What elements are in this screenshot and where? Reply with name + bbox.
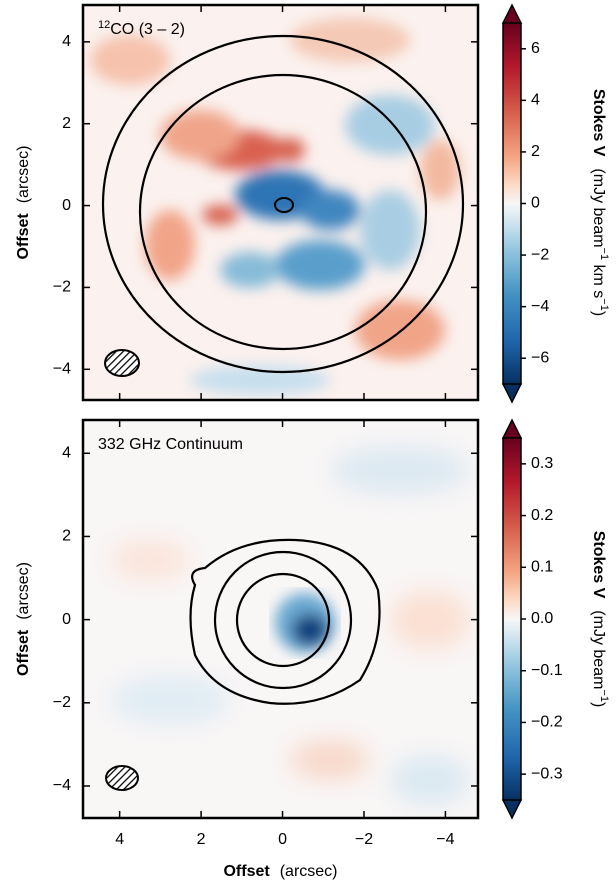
y-tick-label: 4 — [62, 33, 71, 50]
colorbar-tick-label: −0.1 — [531, 662, 563, 679]
colorbar-tick-label: −0.3 — [531, 765, 563, 782]
colorbar-tick-label: −4 — [531, 298, 549, 315]
colorbar-label-unit: −1 — [598, 248, 610, 261]
y-axis-label: Offset (arcsec) — [15, 145, 32, 259]
colorbar-tick-label: 0.3 — [531, 455, 553, 472]
x-axis-label: Offset (arcsec) — [223, 863, 337, 880]
annotation-text: CO (3 – 2) — [110, 21, 185, 38]
x-tick-label: 0 — [278, 831, 287, 848]
colorbar-tick-label: 2 — [531, 143, 540, 160]
colorbar — [502, 22, 522, 385]
colorbar-tick-label: 6 — [531, 40, 540, 57]
colorbar-extend-low — [501, 799, 523, 820]
y-tick-label: −4 — [53, 361, 71, 378]
colorbar-label-unit: (mJy beam — [590, 610, 607, 689]
y-tick-label: −4 — [53, 777, 71, 794]
colorbar-tick-label: 0.1 — [531, 559, 553, 576]
y-tick-label: 0 — [62, 197, 71, 214]
x-tick-label: −2 — [355, 831, 373, 848]
colorbar-tick-label: −0.2 — [531, 714, 563, 731]
colorbar-extend-low — [501, 383, 523, 404]
annotation-sup: 12 — [98, 19, 110, 31]
colorbar-label-name: Stokes V — [590, 89, 607, 157]
colorbar-extend-high — [501, 3, 523, 24]
colorbar-label: Stokes V (mJy beam−1) — [590, 531, 610, 708]
y-tick-label: 0 — [62, 611, 71, 628]
x-axis-label-unit: (arcsec) — [280, 863, 338, 880]
plot-frame — [81, 3, 480, 402]
colorbar-tick-label: 4 — [531, 92, 540, 109]
y-axis-label-unit: (arcsec) — [15, 562, 32, 620]
x-axis-label-name: Offset — [223, 863, 270, 880]
x-tick-label: 2 — [197, 831, 206, 848]
y-axis-label: Offset (arcsec) — [15, 562, 32, 676]
x-tick-label: −4 — [436, 831, 454, 848]
colorbar-tick-label: 0 — [531, 195, 540, 212]
image-panel-1 — [83, 5, 478, 400]
colorbar-tick-label: 0.2 — [531, 507, 553, 524]
colorbar-extend-high — [501, 418, 523, 439]
x-tick-label: 4 — [115, 831, 124, 848]
y-tick-label: −2 — [53, 694, 71, 711]
colorbar-label-unit: ) — [590, 702, 607, 707]
y-axis-label-name: Offset — [15, 629, 32, 676]
colorbar-label-unit: −1 — [598, 298, 610, 311]
colorbar-tick-label: 0.0 — [531, 610, 553, 627]
y-axis-label-unit: (arcsec) — [15, 145, 32, 203]
colorbar-label: Stokes V(mJy beam−1 km s−1) — [590, 89, 610, 316]
colorbar-label-name: Stokes V — [590, 531, 607, 599]
colorbar-label-unit: km s — [590, 260, 607, 298]
annotation-text: 332 GHz Continuum — [98, 436, 243, 453]
colorbar-label-unit: −1 — [598, 689, 610, 702]
colorbar-tick-label: −2 — [531, 246, 549, 263]
y-tick-label: 2 — [62, 528, 71, 545]
colorbar-label-unit: ) — [590, 311, 607, 316]
y-tick-label: 4 — [62, 444, 71, 461]
annotation: 12CO (3 – 2) — [98, 19, 185, 38]
image-panel-2 — [83, 420, 478, 818]
y-axis-label-name: Offset — [15, 213, 32, 260]
colorbar — [502, 437, 522, 801]
y-tick-label: 2 — [62, 115, 71, 132]
colorbar-tick-label: −6 — [531, 349, 549, 366]
colorbar-label-unit: (mJy beam — [590, 168, 607, 247]
y-tick-label: −2 — [53, 279, 71, 296]
annotation: 332 GHz Continuum — [98, 436, 243, 453]
